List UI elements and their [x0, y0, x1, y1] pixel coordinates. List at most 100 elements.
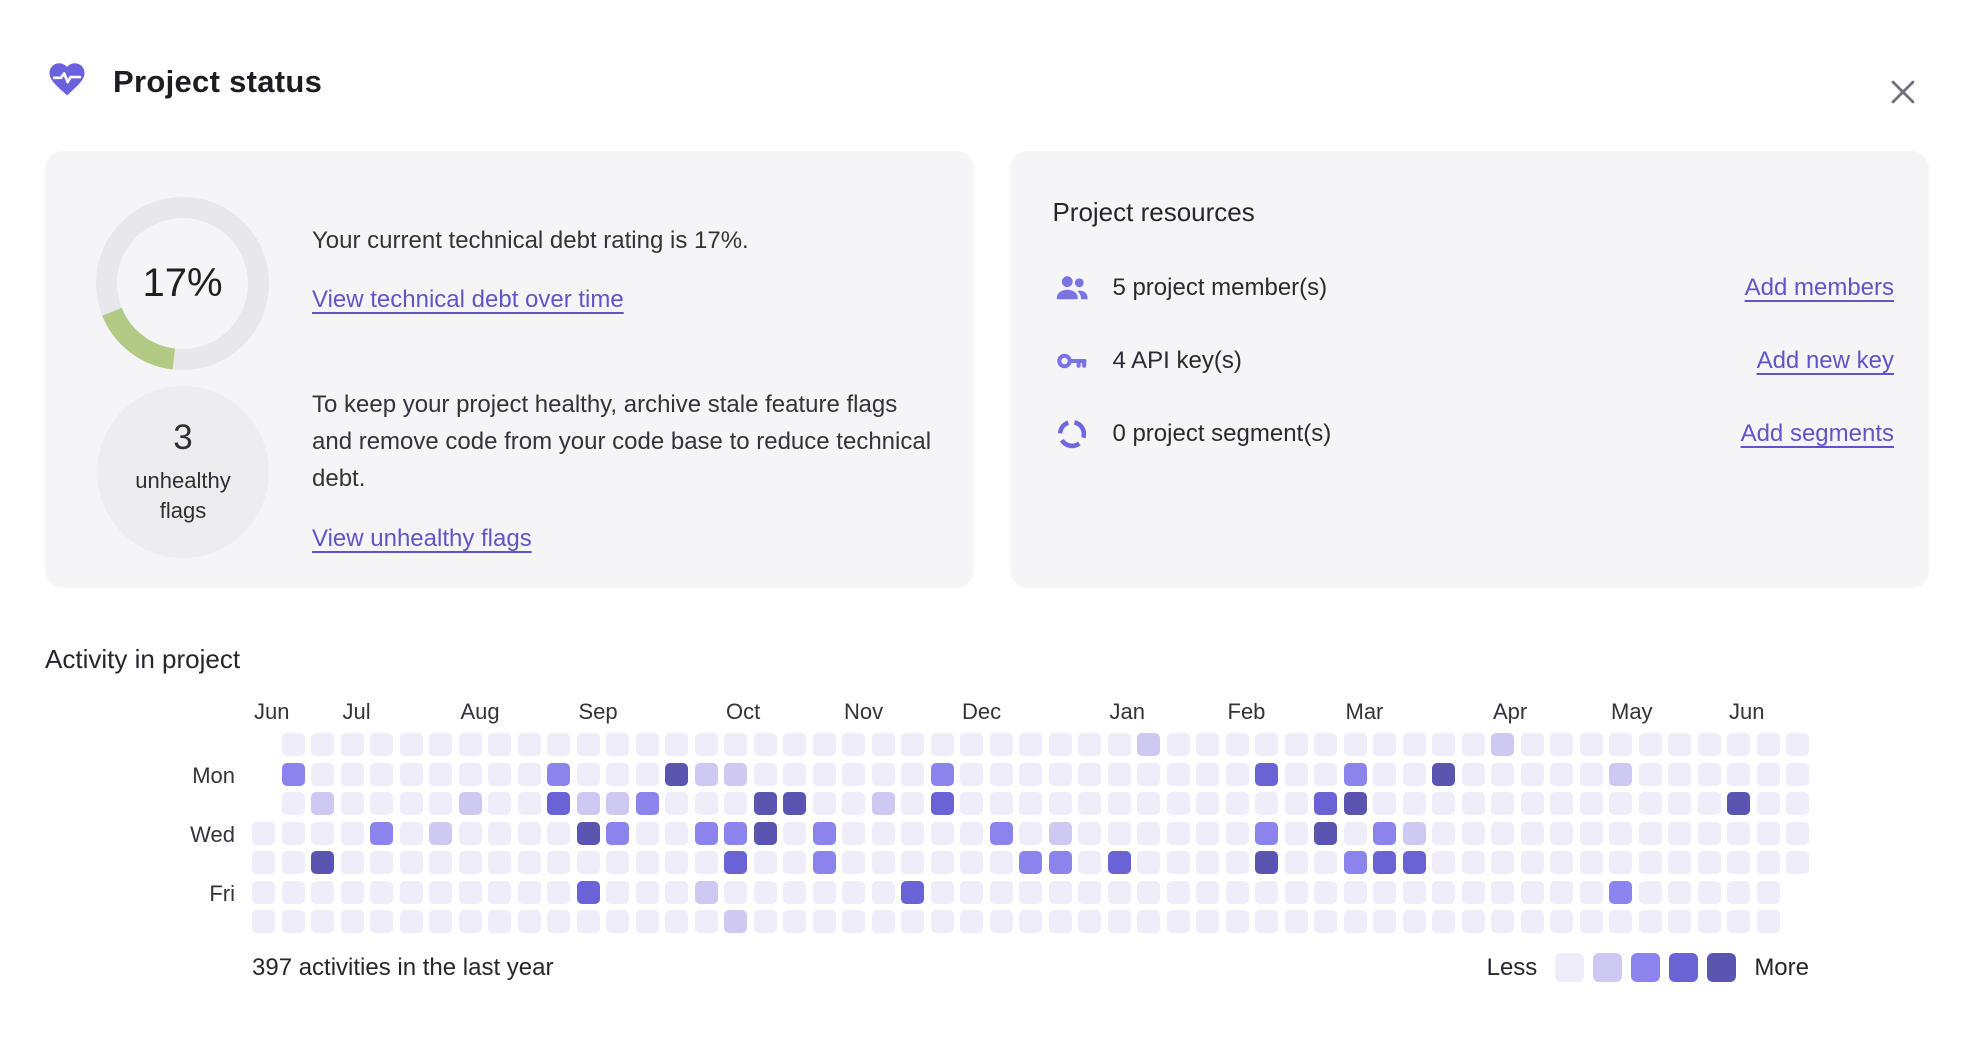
heatmap-cell[interactable]: [812, 880, 836, 904]
heatmap-cell[interactable]: [1343, 880, 1367, 904]
heatmap-cell[interactable]: [1107, 792, 1131, 815]
heatmap-cell[interactable]: [1048, 851, 1072, 874]
heatmap-cell[interactable]: [517, 851, 541, 874]
heatmap-cell[interactable]: [399, 762, 423, 786]
heatmap-cell[interactable]: [1727, 733, 1750, 756]
heatmap-cell[interactable]: [1343, 821, 1367, 845]
heatmap-cell[interactable]: [871, 792, 895, 815]
heatmap-cell[interactable]: [960, 792, 983, 815]
heatmap-cell[interactable]: [901, 733, 924, 756]
heatmap-cell[interactable]: [753, 821, 777, 845]
heatmap-cell[interactable]: [724, 851, 747, 874]
heatmap-cell[interactable]: [458, 792, 482, 815]
heatmap-cell[interactable]: [1638, 792, 1662, 815]
heatmap-cell[interactable]: [281, 792, 305, 815]
heatmap-cell[interactable]: [665, 851, 688, 874]
heatmap-cell[interactable]: [340, 851, 364, 874]
heatmap-cell[interactable]: [1638, 821, 1662, 845]
heatmap-cell[interactable]: [1373, 821, 1396, 845]
heatmap-cell[interactable]: [753, 792, 777, 815]
heatmap-cell[interactable]: [901, 762, 924, 786]
heatmap-cell[interactable]: [694, 733, 718, 756]
heatmap-cell[interactable]: [281, 821, 305, 845]
heatmap-cell[interactable]: [989, 821, 1013, 845]
heatmap-cell[interactable]: [901, 821, 924, 845]
heatmap-cell[interactable]: [665, 733, 688, 756]
heatmap-cell[interactable]: [1491, 792, 1514, 815]
heatmap-cell[interactable]: [783, 910, 806, 933]
heatmap-cell[interactable]: [753, 762, 777, 786]
heatmap-cell[interactable]: [989, 762, 1013, 786]
heatmap-cell[interactable]: [311, 792, 334, 815]
heatmap-cell[interactable]: [281, 880, 305, 904]
heatmap-cell[interactable]: [252, 851, 275, 874]
heatmap-cell[interactable]: [753, 910, 777, 933]
heatmap-cell[interactable]: [340, 910, 364, 933]
heatmap-cell[interactable]: [576, 762, 600, 786]
heatmap-cell[interactable]: [1697, 821, 1721, 845]
heatmap-cell[interactable]: [1550, 910, 1573, 933]
heatmap-cell[interactable]: [783, 821, 806, 845]
heatmap-cell[interactable]: [1343, 762, 1367, 786]
heatmap-cell[interactable]: [1668, 762, 1691, 786]
heatmap-cell[interactable]: [1579, 762, 1603, 786]
heatmap-cell[interactable]: [842, 733, 865, 756]
heatmap-cell[interactable]: [724, 821, 747, 845]
heatmap-cell[interactable]: [1727, 880, 1750, 904]
heatmap-cell[interactable]: [1048, 821, 1072, 845]
heatmap-cell[interactable]: [488, 792, 511, 815]
heatmap-cell[interactable]: [399, 880, 423, 904]
heatmap-cell[interactable]: [576, 880, 600, 904]
heatmap-cell[interactable]: [1638, 733, 1662, 756]
heatmap-cell[interactable]: [960, 762, 983, 786]
view-technical-debt-link[interactable]: View technical debt over time: [312, 286, 624, 314]
heatmap-cell[interactable]: [1048, 733, 1072, 756]
heatmap-cell[interactable]: [901, 910, 924, 933]
heatmap-cell[interactable]: [1019, 821, 1042, 845]
heatmap-cell[interactable]: [1196, 792, 1219, 815]
heatmap-cell[interactable]: [429, 733, 452, 756]
heatmap-cell[interactable]: [1225, 821, 1249, 845]
heatmap-cell[interactable]: [1638, 880, 1662, 904]
heatmap-cell[interactable]: [576, 733, 600, 756]
heatmap-cell[interactable]: [783, 851, 806, 874]
heatmap-cell[interactable]: [1697, 880, 1721, 904]
heatmap-cell[interactable]: [1019, 762, 1042, 786]
heatmap-cell[interactable]: [783, 880, 806, 904]
heatmap-cell[interactable]: [812, 762, 836, 786]
heatmap-cell[interactable]: [1373, 910, 1396, 933]
heatmap-cell[interactable]: [724, 762, 747, 786]
heatmap-cell[interactable]: [1343, 851, 1367, 874]
heatmap-cell[interactable]: [458, 880, 482, 904]
heatmap-cell[interactable]: [399, 733, 423, 756]
heatmap-cell[interactable]: [517, 910, 541, 933]
heatmap-cell[interactable]: [311, 910, 334, 933]
heatmap-cell[interactable]: [635, 792, 659, 815]
heatmap-cell[interactable]: [1491, 821, 1514, 845]
heatmap-cell[interactable]: [517, 792, 541, 815]
heatmap-cell[interactable]: [370, 792, 393, 815]
heatmap-cell[interactable]: [1786, 792, 1809, 815]
heatmap-cell[interactable]: [1314, 792, 1337, 815]
heatmap-cell[interactable]: [547, 762, 570, 786]
heatmap-cell[interactable]: [458, 733, 482, 756]
heatmap-cell[interactable]: [724, 792, 747, 815]
heatmap-cell[interactable]: [871, 880, 895, 904]
heatmap-cell[interactable]: [1461, 880, 1485, 904]
heatmap-cell[interactable]: [576, 910, 600, 933]
heatmap-cell[interactable]: [1461, 851, 1485, 874]
heatmap-cell[interactable]: [340, 792, 364, 815]
heatmap-cell[interactable]: [399, 792, 423, 815]
heatmap-cell[interactable]: [989, 733, 1013, 756]
heatmap-cell[interactable]: [1196, 910, 1219, 933]
heatmap-cell[interactable]: [1550, 851, 1573, 874]
heatmap-cell[interactable]: [1019, 910, 1042, 933]
heatmap-cell[interactable]: [1520, 762, 1544, 786]
heatmap-cell[interactable]: [281, 851, 305, 874]
heatmap-cell[interactable]: [1461, 910, 1485, 933]
heatmap-cell[interactable]: [311, 733, 334, 756]
heatmap-cell[interactable]: [1579, 880, 1603, 904]
heatmap-cell[interactable]: [812, 733, 836, 756]
heatmap-cell[interactable]: [1402, 851, 1426, 874]
heatmap-cell[interactable]: [458, 910, 482, 933]
